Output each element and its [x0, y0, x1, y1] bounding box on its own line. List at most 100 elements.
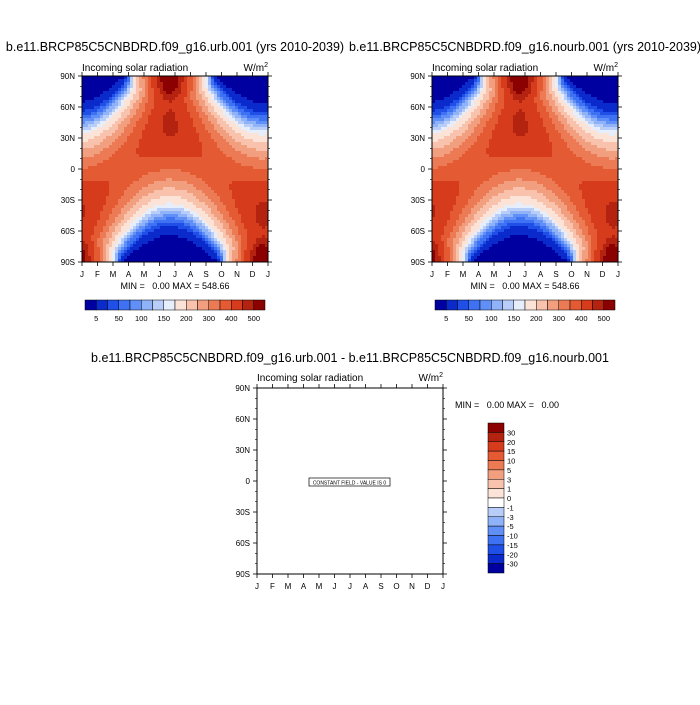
contour-cell [259, 118, 262, 121]
contour-cell [205, 160, 208, 163]
contour-cell [166, 124, 169, 127]
contour-cell [196, 133, 199, 136]
contour-cell [91, 223, 94, 226]
contour-cell [94, 244, 97, 247]
contour-cell [480, 109, 483, 112]
contour-cell [217, 85, 220, 88]
contour-cell [190, 247, 193, 250]
contour-cell [202, 199, 205, 202]
contour-cell [133, 241, 136, 244]
contour-cell [250, 232, 253, 235]
contour-cell [85, 187, 88, 190]
contour-cell [211, 223, 214, 226]
contour-cell [576, 82, 579, 85]
contour-cell [118, 145, 121, 148]
contour-cell [217, 184, 220, 187]
contour-cell [259, 181, 262, 184]
contour-cell [223, 127, 226, 130]
contour-cell [232, 250, 235, 253]
contour-cell [253, 112, 256, 115]
contour-cell [166, 133, 169, 136]
contour-cell [151, 181, 154, 184]
contour-cell [247, 199, 250, 202]
contour-cell [238, 112, 241, 115]
contour-cell [100, 238, 103, 241]
contour-cell [127, 88, 130, 91]
contour-cell [217, 163, 220, 166]
contour-cell [241, 172, 244, 175]
contour-cell [175, 154, 178, 157]
contour-cell [94, 112, 97, 115]
contour-cell [106, 205, 109, 208]
contour-cell [199, 187, 202, 190]
contour-cell [118, 244, 121, 247]
contour-cell [235, 211, 238, 214]
contour-cell [199, 178, 202, 181]
contour-cell [205, 139, 208, 142]
contour-cell [199, 118, 202, 121]
contour-cell [603, 82, 606, 85]
contour-cell [247, 220, 250, 223]
contour-cell [178, 190, 181, 193]
contour-cell [217, 166, 220, 169]
contour-cell [208, 178, 211, 181]
contour-cell [172, 76, 175, 79]
contour-cell [103, 181, 106, 184]
contour-cell [205, 151, 208, 154]
contour-cell [145, 151, 148, 154]
contour-cell [226, 169, 229, 172]
contour-cell [253, 121, 256, 124]
contour-cell [193, 247, 196, 250]
contour-cell [558, 97, 561, 100]
contour-cell [537, 97, 540, 100]
contour-cell [175, 169, 178, 172]
contour-cell [127, 205, 130, 208]
contour-cell [226, 97, 229, 100]
contour-cell [205, 166, 208, 169]
contour-cell [235, 121, 238, 124]
contour-cell [220, 181, 223, 184]
contour-cell [558, 121, 561, 124]
contour-cell [211, 94, 214, 97]
contour-cell [247, 133, 250, 136]
colorbar-box [141, 300, 152, 310]
contour-cell [169, 169, 172, 172]
contour-cell [151, 169, 154, 172]
contour-cell [127, 97, 130, 100]
contour-cell [118, 97, 121, 100]
contour-cell [112, 106, 115, 109]
contour-cell [606, 121, 609, 124]
contour-cell [157, 178, 160, 181]
contour-cell [465, 82, 468, 85]
contour-cell [121, 130, 124, 133]
contour-cell [118, 169, 121, 172]
contour-cell [130, 250, 133, 253]
contour-cell [184, 253, 187, 256]
contour-cell [244, 154, 247, 157]
contour-cell [492, 79, 495, 82]
contour-cell [202, 154, 205, 157]
contour-cell [178, 193, 181, 196]
contour-cell [133, 169, 136, 172]
contour-cell [238, 79, 241, 82]
contour-cell [510, 79, 513, 82]
contour-cell [253, 145, 256, 148]
contour-cell [88, 226, 91, 229]
contour-cell [88, 202, 91, 205]
contour-cell [456, 79, 459, 82]
contour-cell [145, 124, 148, 127]
contour-cell [229, 142, 232, 145]
contour-cell [612, 82, 615, 85]
contour-cell [109, 157, 112, 160]
contour-cell [510, 112, 513, 115]
contour-cell [229, 205, 232, 208]
contour-cell [136, 226, 139, 229]
contour-cell [85, 85, 88, 88]
contour-cell [82, 226, 85, 229]
contour-cell [196, 148, 199, 151]
contour-cell [169, 163, 172, 166]
contour-cell [166, 115, 169, 118]
contour-cell [118, 229, 121, 232]
contour-cell [232, 85, 235, 88]
contour-cell [244, 94, 247, 97]
